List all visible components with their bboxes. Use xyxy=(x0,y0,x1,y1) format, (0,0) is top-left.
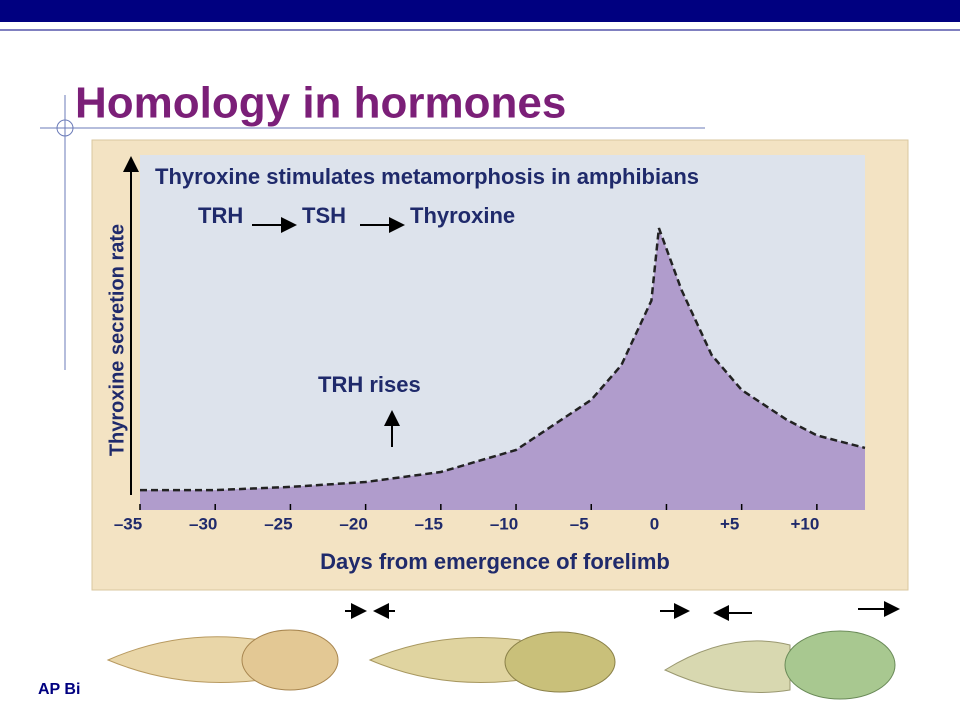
x-tick-label: –10 xyxy=(490,514,518,533)
x-tick-label: –35 xyxy=(114,514,142,533)
x-tick-label: –30 xyxy=(189,514,217,533)
x-tick-label: –20 xyxy=(339,514,367,533)
top-bar xyxy=(0,0,960,22)
x-tick-label: +10 xyxy=(790,514,819,533)
y-axis-label: Thyroxine secretion rate xyxy=(106,224,128,456)
x-tick-label: –5 xyxy=(570,514,589,533)
pathway-step: TSH xyxy=(302,203,346,228)
footer: AP Bi xyxy=(38,681,80,698)
slide-title: Homology in hormones xyxy=(75,79,566,128)
x-tick-label: –15 xyxy=(415,514,443,533)
tadpole-body xyxy=(241,629,339,691)
area-fill xyxy=(140,228,865,510)
chart-title: Thyroxine stimulates metamorphosis in am… xyxy=(155,164,699,189)
area-line xyxy=(140,227,866,492)
x-axis-label: Days from emergence of forelimb xyxy=(320,549,670,574)
tadpole-body xyxy=(504,631,616,693)
pathway-step: TRH xyxy=(198,203,243,228)
deco-circle xyxy=(56,119,74,137)
x-tick-label: +5 xyxy=(720,514,739,533)
pathway-step: Thyroxine xyxy=(410,203,515,228)
x-tick-label: –25 xyxy=(264,514,292,533)
x-tick-label: 0 xyxy=(650,514,659,533)
illustrations xyxy=(86,598,916,720)
annotation: TRH rises xyxy=(318,372,421,397)
froglet-body xyxy=(784,630,896,700)
